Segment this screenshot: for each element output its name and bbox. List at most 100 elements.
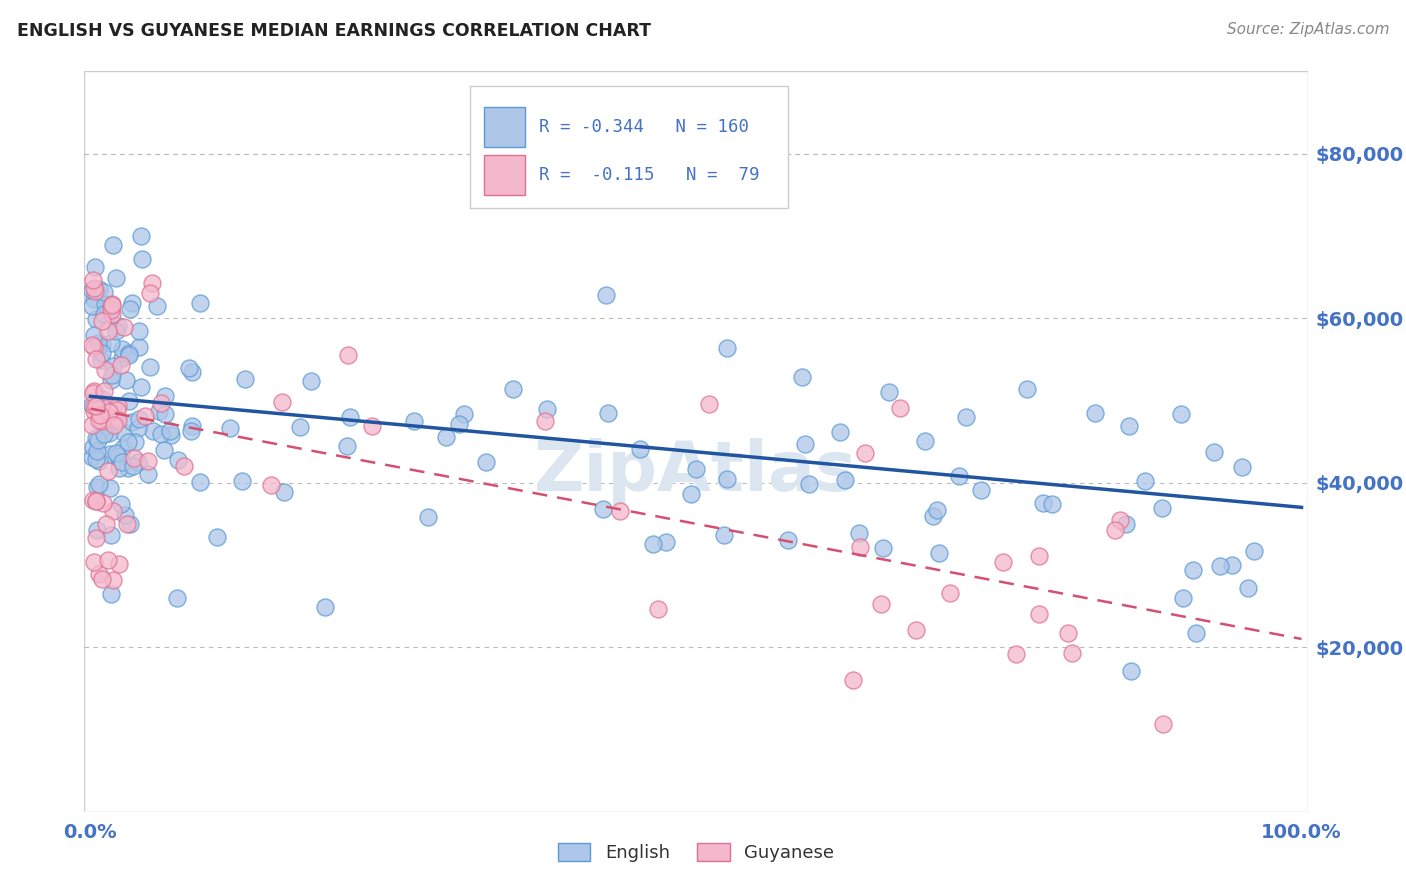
Point	[1220, 558, 1243, 573]
Point	[1170, 407, 1192, 421]
Point	[100, 368, 122, 383]
Point	[592, 501, 614, 516]
Point	[1118, 418, 1140, 433]
Point	[98, 405, 121, 419]
Point	[778, 533, 800, 547]
Point	[121, 296, 143, 310]
Point	[914, 434, 936, 448]
Point	[87, 400, 110, 414]
Point	[655, 535, 678, 549]
Point	[155, 389, 177, 403]
Point	[148, 403, 170, 417]
FancyBboxPatch shape	[470, 87, 787, 209]
Point	[231, 475, 253, 489]
Point	[595, 287, 617, 301]
FancyBboxPatch shape	[484, 154, 524, 195]
Point	[849, 540, 872, 554]
Point	[1152, 717, 1174, 731]
Point	[83, 404, 105, 418]
Point	[180, 425, 202, 439]
Point	[94, 420, 117, 434]
Point	[90, 392, 112, 406]
Point	[105, 403, 128, 417]
Point	[159, 427, 181, 442]
Point	[139, 285, 162, 300]
Point	[121, 416, 143, 430]
Point	[149, 396, 172, 410]
Point	[475, 455, 498, 469]
Point	[101, 307, 124, 321]
Point	[83, 281, 105, 295]
Point	[872, 541, 894, 555]
Point	[80, 338, 103, 352]
Point	[970, 483, 993, 497]
Point	[955, 409, 977, 424]
Point	[110, 342, 132, 356]
Point	[83, 327, 105, 342]
Point	[842, 673, 865, 688]
Point	[853, 446, 876, 460]
Point	[993, 555, 1015, 569]
Point	[1028, 607, 1050, 622]
Point	[609, 504, 631, 518]
Point	[188, 475, 211, 489]
Point	[111, 455, 134, 469]
Point	[84, 531, 107, 545]
Point	[107, 318, 129, 333]
Point	[107, 399, 129, 413]
Point	[205, 530, 228, 544]
Point	[128, 324, 150, 338]
Point	[1028, 549, 1050, 563]
Point	[87, 476, 110, 491]
Point	[153, 408, 176, 422]
Point	[905, 624, 928, 638]
Point	[361, 419, 384, 434]
Point	[925, 503, 948, 517]
Point	[104, 446, 127, 460]
Point	[336, 439, 359, 453]
Point	[114, 508, 136, 523]
Point	[628, 442, 651, 456]
Point	[83, 292, 105, 306]
Point	[83, 340, 105, 354]
Point	[118, 517, 141, 532]
Point	[889, 401, 911, 415]
Point	[80, 283, 103, 297]
Point	[114, 373, 136, 387]
Point	[91, 572, 114, 586]
Point	[128, 412, 150, 426]
Point	[107, 450, 129, 464]
Point	[100, 587, 122, 601]
Point	[177, 361, 200, 376]
Text: ZipAtlas: ZipAtlas	[534, 438, 858, 505]
Point	[596, 406, 619, 420]
Point	[1182, 563, 1205, 577]
Point	[1115, 517, 1137, 532]
Point	[101, 504, 124, 518]
Point	[699, 397, 721, 411]
Point	[86, 481, 108, 495]
Point	[80, 299, 103, 313]
Point	[86, 443, 108, 458]
Point	[98, 481, 121, 495]
Point	[716, 341, 738, 355]
Point	[84, 312, 107, 326]
FancyBboxPatch shape	[484, 106, 524, 147]
Point	[273, 485, 295, 500]
Point	[685, 462, 707, 476]
Point	[447, 417, 470, 432]
Point	[121, 458, 143, 473]
Point	[681, 487, 703, 501]
Point	[110, 497, 132, 511]
Point	[98, 447, 121, 461]
Point	[152, 442, 174, 457]
Point	[108, 557, 131, 571]
Point	[112, 319, 135, 334]
Point	[86, 523, 108, 537]
Point	[82, 273, 104, 287]
Point	[103, 418, 125, 433]
Point	[101, 399, 124, 413]
Point	[131, 252, 153, 266]
Point	[83, 399, 105, 413]
Point	[134, 409, 156, 423]
